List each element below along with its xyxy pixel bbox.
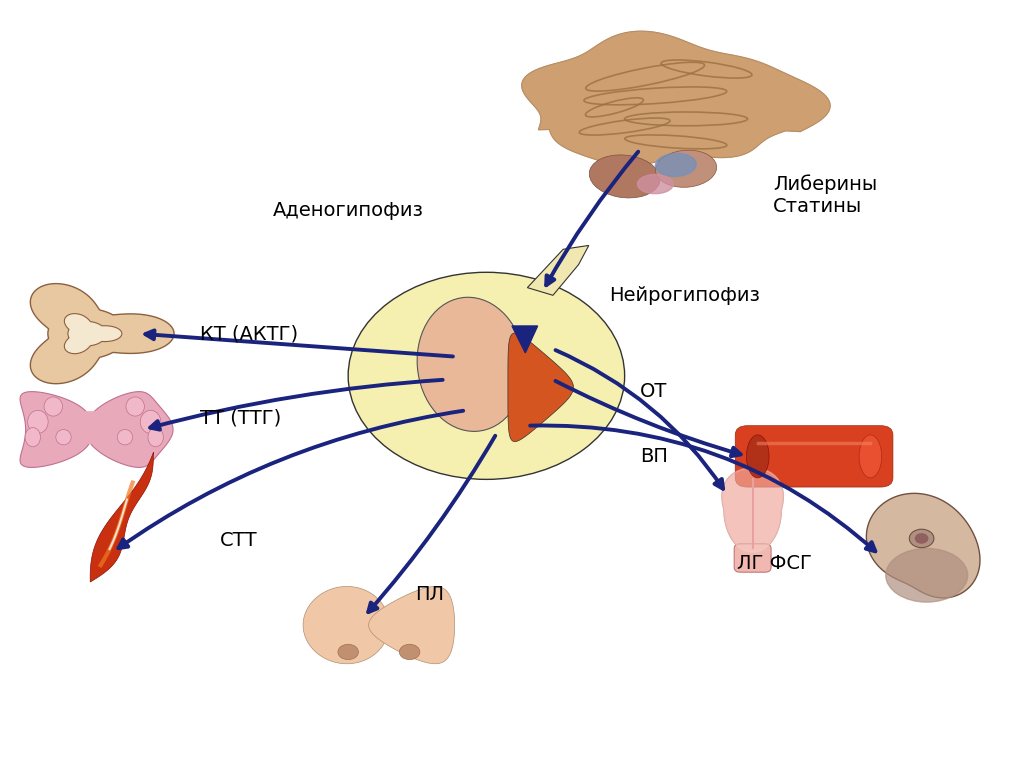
Polygon shape <box>722 468 783 552</box>
Ellipse shape <box>637 175 674 194</box>
Polygon shape <box>722 468 783 552</box>
Text: Нейрогипофиз: Нейрогипофиз <box>609 286 760 304</box>
Polygon shape <box>20 392 93 467</box>
Text: Аденогипофиз: Аденогипофиз <box>272 202 424 220</box>
Ellipse shape <box>655 150 717 187</box>
Polygon shape <box>522 31 830 166</box>
FancyBboxPatch shape <box>735 426 893 487</box>
Ellipse shape <box>655 153 696 176</box>
Text: ОТ: ОТ <box>640 382 668 400</box>
Ellipse shape <box>147 427 164 446</box>
Polygon shape <box>369 587 455 663</box>
Text: ЛГ ФСГ: ЛГ ФСГ <box>737 555 812 573</box>
Text: Либерины
Статины: Либерины Статины <box>773 175 878 216</box>
Ellipse shape <box>25 427 41 446</box>
Ellipse shape <box>417 298 525 431</box>
Circle shape <box>915 534 928 543</box>
Polygon shape <box>31 284 174 384</box>
Ellipse shape <box>746 435 769 478</box>
Text: ПЛ: ПЛ <box>415 585 443 604</box>
Ellipse shape <box>28 410 48 433</box>
Ellipse shape <box>55 430 72 445</box>
Ellipse shape <box>886 548 968 602</box>
Polygon shape <box>512 326 538 353</box>
Polygon shape <box>65 314 122 354</box>
Polygon shape <box>527 245 589 295</box>
Ellipse shape <box>859 435 882 478</box>
Circle shape <box>338 644 358 660</box>
Text: СТТ: СТТ <box>220 532 258 550</box>
Polygon shape <box>90 453 154 582</box>
Ellipse shape <box>140 410 161 433</box>
FancyBboxPatch shape <box>734 544 771 572</box>
Ellipse shape <box>44 397 62 416</box>
Circle shape <box>348 272 625 479</box>
Text: КТ (АКТГ): КТ (АКТГ) <box>200 324 298 343</box>
Ellipse shape <box>117 430 133 445</box>
Polygon shape <box>303 587 389 663</box>
Circle shape <box>909 529 934 548</box>
Circle shape <box>399 644 420 660</box>
Polygon shape <box>508 333 573 442</box>
Ellipse shape <box>126 397 144 416</box>
FancyBboxPatch shape <box>74 412 115 443</box>
Polygon shape <box>522 31 830 166</box>
Text: ВП: ВП <box>640 447 668 466</box>
Polygon shape <box>85 392 173 467</box>
Ellipse shape <box>589 155 660 198</box>
Text: ТТ (ТТГ): ТТ (ТТГ) <box>200 409 281 427</box>
Polygon shape <box>866 493 980 598</box>
